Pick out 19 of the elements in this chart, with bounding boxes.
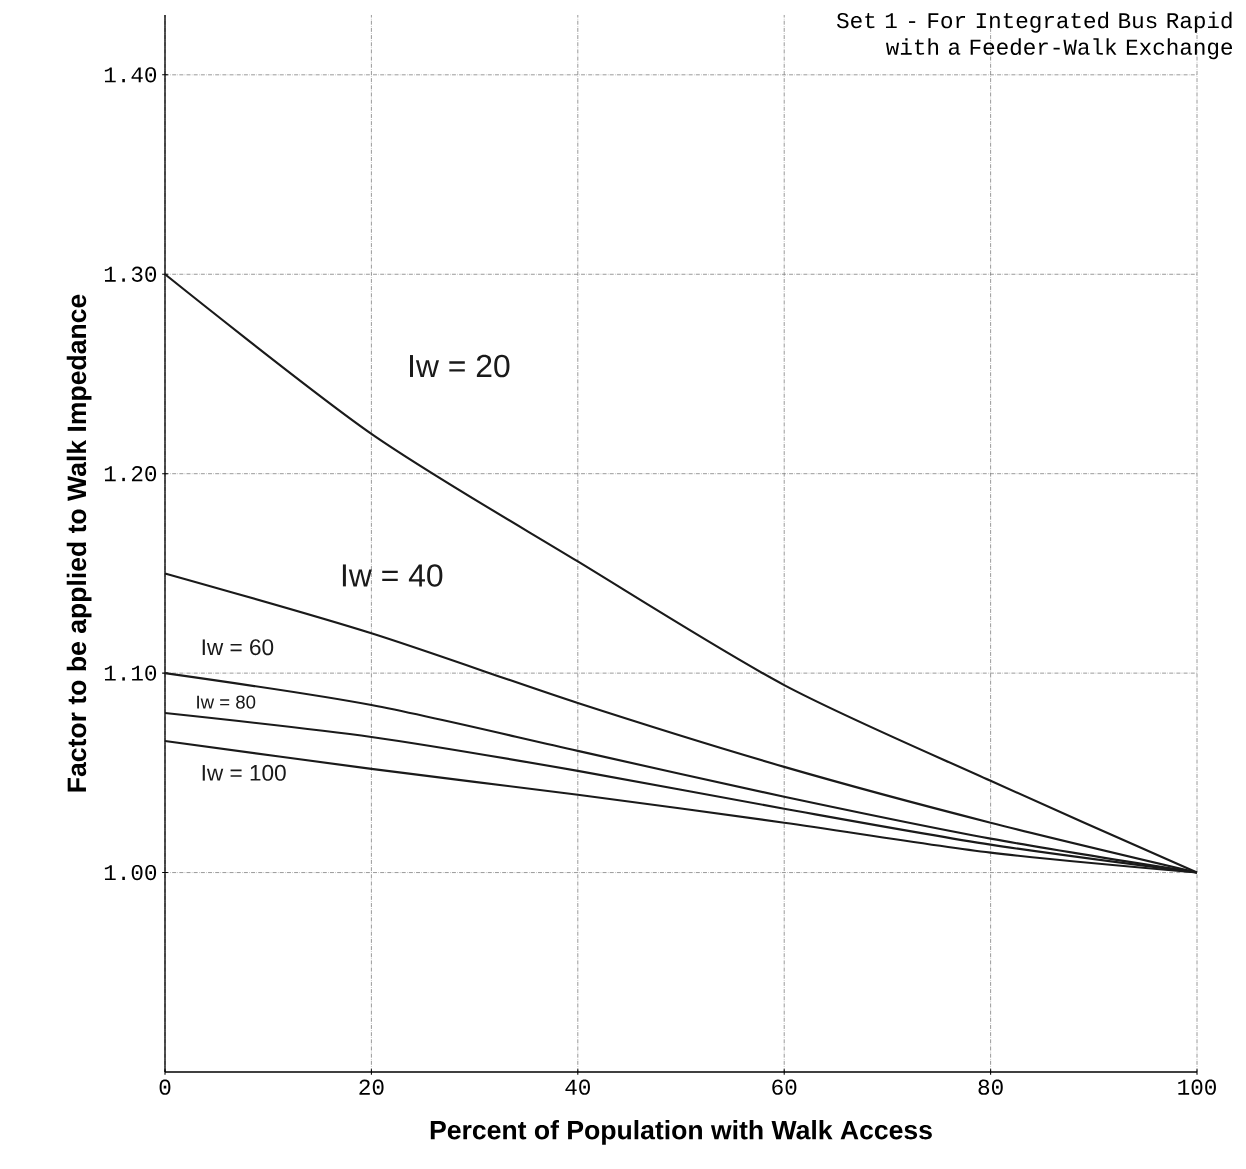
- y-tick-label: 1.30: [104, 266, 157, 282]
- x-tick-label: 0: [159, 1079, 171, 1095]
- x-tick-label: 40: [565, 1079, 590, 1095]
- y-tick-label: 1.20: [104, 466, 157, 482]
- x-axis-title: Percent of Population with Walk Access: [430, 1119, 932, 1145]
- series-label: Iw = 40: [342, 564, 443, 587]
- y-tick-label: 1.10: [104, 665, 157, 681]
- text: Iw = 20: [409, 354, 510, 378]
- x-tick-label: 60: [772, 1079, 797, 1095]
- x-tick-label: 100: [1178, 1079, 1216, 1095]
- y-tick-label: 1.40: [104, 67, 157, 83]
- series-label: Iw = 80: [197, 695, 256, 709]
- x-tick-label: 80: [978, 1079, 1003, 1095]
- series-label: Iw = 60: [202, 639, 274, 656]
- y-tick-label: 1.00: [104, 864, 157, 881]
- y-axis-title: Factor to be applied to Walk Impedance: [66, 294, 92, 792]
- chart-title: Set 1 - For Integrated Bus Rapid with a Feeder-Walk Exchange: [836, 11, 1233, 60]
- x-tick-label: 20: [359, 1079, 384, 1095]
- series-label: Iw = 100: [202, 764, 286, 781]
